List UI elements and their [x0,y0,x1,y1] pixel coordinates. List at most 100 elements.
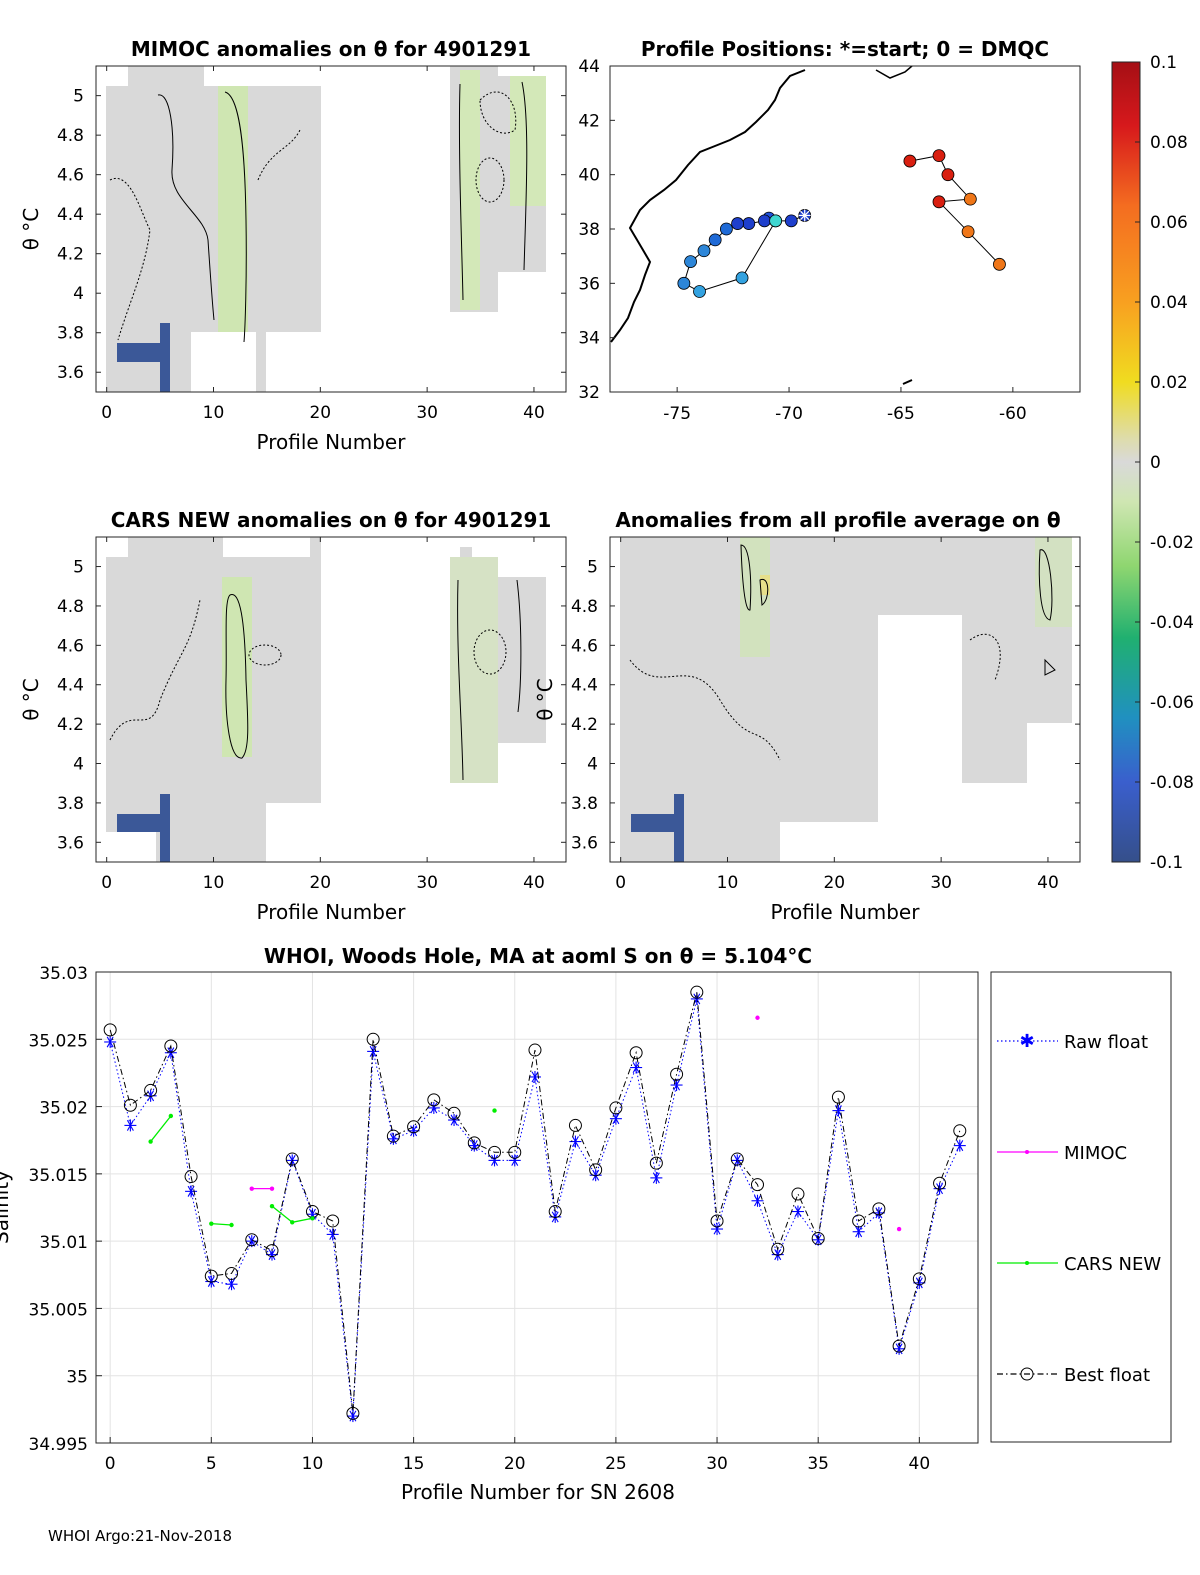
profile-position-marker [708,233,722,247]
y-tick-label: 4 [73,284,84,304]
profile-position-marker [735,271,749,285]
x-tick-label: 20 [823,873,845,893]
profile-position-marker [731,217,744,230]
series-segment [150,1115,172,1142]
best-float-point [265,1244,279,1258]
raw-float-point [872,1206,885,1219]
best-float-point [225,1266,239,1280]
cars-point [290,1220,295,1225]
best-float-point [427,1093,441,1107]
profile-position-marker [693,285,706,298]
cars-point [209,1221,214,1226]
allavg-title: Anomalies from all profile average on θ [615,508,1060,532]
mimoc-title: MIMOC anomalies on θ for 4901291 [131,37,531,61]
colorbar-tick-label: -0.1 [1150,853,1183,873]
y-tick-label: 35.025 [29,1031,88,1051]
raw-float-point [144,1089,157,1102]
profile-position-marker [769,214,783,228]
y-tick-label: 44 [578,57,600,77]
raw-float-point [468,1139,481,1152]
x-tick-label: 40 [523,873,545,893]
allavg-panel: Anomalies from all profile average on θ [609,508,1081,863]
circle-marker-icon [1020,1367,1034,1381]
profile-position-marker [684,255,697,269]
best-float-point [649,1156,663,1170]
y-tick-label: 38 [578,220,600,240]
y-tick-label: 3.8 [571,794,598,814]
mimoc-panel: MIMOC anomalies on θ for 4901291 [95,37,567,393]
raw-float-point [630,1061,643,1074]
profile-position-marker [758,214,771,228]
best-float-point [629,1046,643,1060]
x-tick-label: 5 [206,1454,217,1474]
raw-float-point [104,1035,117,1048]
y-tick-label: 4.4 [57,676,84,696]
salinity-panel: WHOI, Woods Hole, MA at aoml S on θ = 5.… [0,944,979,1504]
raw-float-point [751,1194,764,1207]
raw-float-point [852,1225,865,1238]
raw-float-point [367,1045,380,1058]
x-tick-label: 30 [706,1454,728,1474]
raw-float-point [933,1182,946,1195]
best-float-point [730,1152,744,1166]
salinity-title: WHOI, Woods Hole, MA at aoml S on θ = 5.… [264,944,812,968]
best-float-point [831,1090,845,1104]
legend: ✱ Raw float MIMOC CARS NEW Best float [990,971,1172,1443]
best-float-point [407,1120,421,1134]
x-tick-label: 20 [504,1454,526,1474]
y-tick-label: 4.8 [57,126,84,146]
raw-float-point [346,1410,359,1423]
start-star-marker [798,209,811,222]
series-mimoc [249,1015,902,1232]
y-tick-label: 4.2 [57,715,84,735]
legend-cars: CARS NEW [997,1254,1161,1275]
y-tick-label: 5 [587,558,598,578]
mimoc-field [106,66,546,392]
best-float-point [366,1032,380,1046]
y-tick-label: 35.01 [39,1233,88,1253]
cars-point [492,1108,497,1113]
y-tick-label: 35.02 [39,1099,88,1119]
series-line [109,998,961,1417]
raw-float-point [609,1112,622,1125]
profile-position-marker [677,276,691,290]
colorbar-tick-label: -0.02 [1150,533,1194,553]
x-tick-label: 35 [807,1454,829,1474]
best-float-point [568,1118,582,1132]
x-tick-label: 0 [615,873,626,893]
legend-raw: ✱ Raw float [997,1031,1148,1053]
x-tick-label: -75 [663,404,691,424]
positions-axes: -75 -70 -65 -60 32 34 36 38 40 42 44 [578,57,1026,424]
profile-position-marker [719,222,733,236]
y-tick-label: 4.4 [57,205,84,225]
best-float-point [710,1214,724,1228]
x-tick-label: 40 [909,1454,931,1474]
raw-float-point [245,1235,258,1248]
raw-float-point [953,1139,966,1152]
profile-position-marker [742,217,756,230]
best-float-point [467,1136,481,1150]
colorbar-tick-label: -0.08 [1150,773,1194,793]
legend-box [990,971,1172,1443]
cars-point [310,1216,315,1221]
y-tick-label: 3.6 [57,363,84,383]
y-tick-label: 35.03 [39,964,88,984]
cars-title: CARS NEW anomalies on θ for 4901291 [111,508,552,532]
mimoc-point [896,1226,902,1232]
x-tick-label: 10 [203,873,225,893]
colorbar-tick-label: 0.04 [1150,293,1188,313]
series-cars-new [148,1108,497,1228]
best-float-point [771,1242,785,1256]
cars-point [148,1139,153,1144]
best-float-point [791,1187,805,1201]
cars-field [106,537,546,862]
x-tick-label: 10 [203,403,225,423]
y-tick-label: 36 [578,274,600,294]
x-tick-label: 25 [605,1454,627,1474]
raw-float-point [832,1104,845,1117]
best-float-point [670,1067,684,1081]
y-tick-label: 4.6 [57,636,84,656]
y-tick-label: 5 [73,87,84,107]
best-float-point [609,1101,623,1115]
